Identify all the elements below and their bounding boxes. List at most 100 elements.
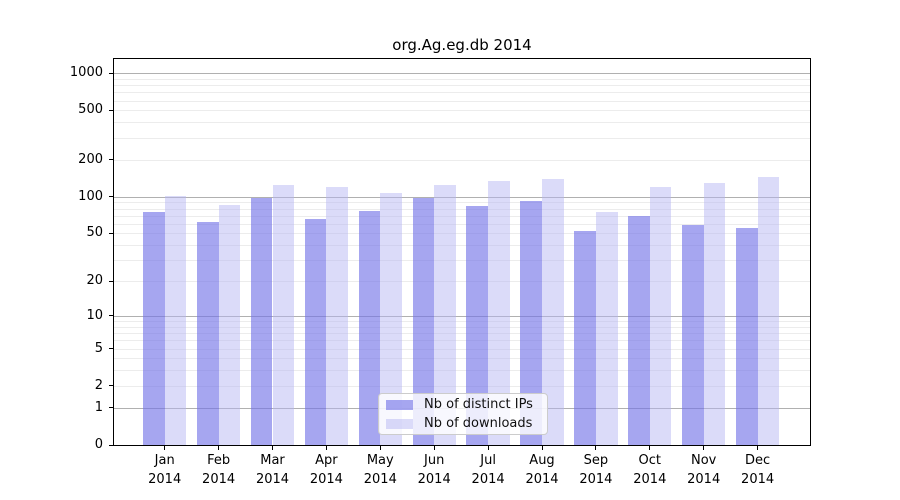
bar-downloads xyxy=(703,183,726,445)
y-tick xyxy=(109,444,114,446)
gridline-minor xyxy=(114,202,810,204)
gridline-major xyxy=(114,73,810,75)
y-tick-label: 20 xyxy=(86,273,103,289)
x-tick-label: Jul 2014 xyxy=(471,453,505,487)
chart-title: org.Ag.eg.db 2014 xyxy=(392,36,532,54)
y-tick-label: 10 xyxy=(86,307,103,323)
x-tick-label: Dec 2014 xyxy=(741,453,775,487)
gridline-minor xyxy=(114,208,810,210)
x-tick xyxy=(703,446,705,450)
x-tick xyxy=(433,446,435,450)
y-tick-label: 0 xyxy=(94,437,103,452)
x-tick xyxy=(487,446,489,450)
gridline-minor xyxy=(114,233,810,235)
bar-downloads xyxy=(164,196,187,445)
legend-label-distinct-ips: Nb of distinct IPs xyxy=(424,397,533,412)
x-tick xyxy=(541,446,543,450)
y-tick xyxy=(109,72,114,74)
gridline-minor xyxy=(114,78,810,80)
x-tick-label: Jan 2014 xyxy=(148,453,182,487)
bar-distinct-ips xyxy=(143,211,165,445)
bar-downloads xyxy=(380,193,402,445)
gridline-minor xyxy=(114,110,810,112)
x-tick xyxy=(325,446,327,450)
plot-area xyxy=(113,58,811,446)
gridline-minor xyxy=(114,333,810,335)
gridline-minor xyxy=(114,92,810,94)
x-tick-label: Aug 2014 xyxy=(525,453,559,487)
bar-distinct-ips xyxy=(358,210,381,445)
x-tick xyxy=(272,446,273,450)
bar-distinct-ips xyxy=(735,228,758,445)
legend-entry-distinct-ips: Nb of distinct IPs xyxy=(379,396,547,413)
y-tick xyxy=(109,280,114,282)
gridline-minor xyxy=(114,370,810,372)
bar-distinct-ips xyxy=(520,201,542,445)
gridline-minor xyxy=(114,122,810,124)
x-tick-label: Nov 2014 xyxy=(687,453,721,487)
bar-downloads xyxy=(649,187,672,445)
bar-distinct-ips xyxy=(574,231,596,445)
y-tick xyxy=(109,232,114,234)
y-tick-label: 5 xyxy=(94,340,103,356)
gridline-minor xyxy=(114,85,810,87)
bar-downloads xyxy=(218,205,241,445)
y-tick xyxy=(109,385,114,387)
x-tick xyxy=(649,446,651,450)
bar-downloads xyxy=(595,211,618,445)
legend-swatch-distinct-ips xyxy=(386,399,413,410)
bar-distinct-ips xyxy=(196,222,219,445)
x-tick-label: Oct 2014 xyxy=(633,453,667,487)
gridline-major xyxy=(114,196,810,198)
bar-downloads xyxy=(757,176,780,445)
y-tick-label: 1 xyxy=(94,399,103,415)
x-tick-label: Feb 2014 xyxy=(202,453,236,487)
gridline-minor xyxy=(114,260,810,262)
legend-swatch-downloads xyxy=(386,418,413,429)
x-tick xyxy=(379,446,381,450)
y-tick-label: 2 xyxy=(94,377,103,393)
gridline-minor xyxy=(114,321,810,323)
y-tick xyxy=(109,407,114,409)
x-tick xyxy=(757,446,759,450)
gridline-minor xyxy=(114,385,810,387)
y-tick-label: 100 xyxy=(78,188,103,204)
bar-downloads xyxy=(272,185,295,445)
gridline-minor xyxy=(114,100,810,102)
x-tick-label: Mar 2014 xyxy=(255,453,290,487)
gridline-minor xyxy=(114,348,810,350)
gridline-minor xyxy=(114,245,810,247)
bar-downloads xyxy=(542,178,564,445)
y-tick xyxy=(109,348,114,350)
bar-distinct-ips xyxy=(628,215,650,445)
y-tick xyxy=(109,196,114,198)
legend: Nb of distinct IPs Nb of downloads xyxy=(378,393,548,435)
bar-distinct-ips xyxy=(466,205,489,445)
x-tick-label: Jun 2014 xyxy=(417,453,451,487)
gridline-minor xyxy=(114,281,810,283)
y-tick-label: 500 xyxy=(78,102,103,118)
gridline-minor xyxy=(114,326,810,328)
legend-entry-downloads: Nb of downloads xyxy=(379,415,547,432)
gridline-major xyxy=(114,315,810,317)
bar-downloads xyxy=(434,184,456,445)
bar-distinct-ips xyxy=(682,224,704,445)
gridline-minor xyxy=(114,159,810,161)
bar-downloads xyxy=(326,187,349,445)
legend-label-downloads: Nb of downloads xyxy=(424,416,533,431)
y-tick xyxy=(109,315,114,317)
y-tick-label: 200 xyxy=(78,151,103,167)
x-tick-label: May 2014 xyxy=(363,453,397,487)
bar-downloads xyxy=(488,181,510,445)
y-tick xyxy=(109,159,114,160)
bar-distinct-ips xyxy=(412,198,435,445)
y-tick xyxy=(109,109,114,111)
x-tick xyxy=(218,446,220,450)
bar-distinct-ips xyxy=(250,198,273,445)
gridline-minor xyxy=(114,358,810,360)
gridline-minor xyxy=(114,223,810,225)
x-tick xyxy=(595,446,597,450)
y-tick-label: 1000 xyxy=(69,65,103,81)
x-tick-label: Apr 2014 xyxy=(309,453,343,487)
